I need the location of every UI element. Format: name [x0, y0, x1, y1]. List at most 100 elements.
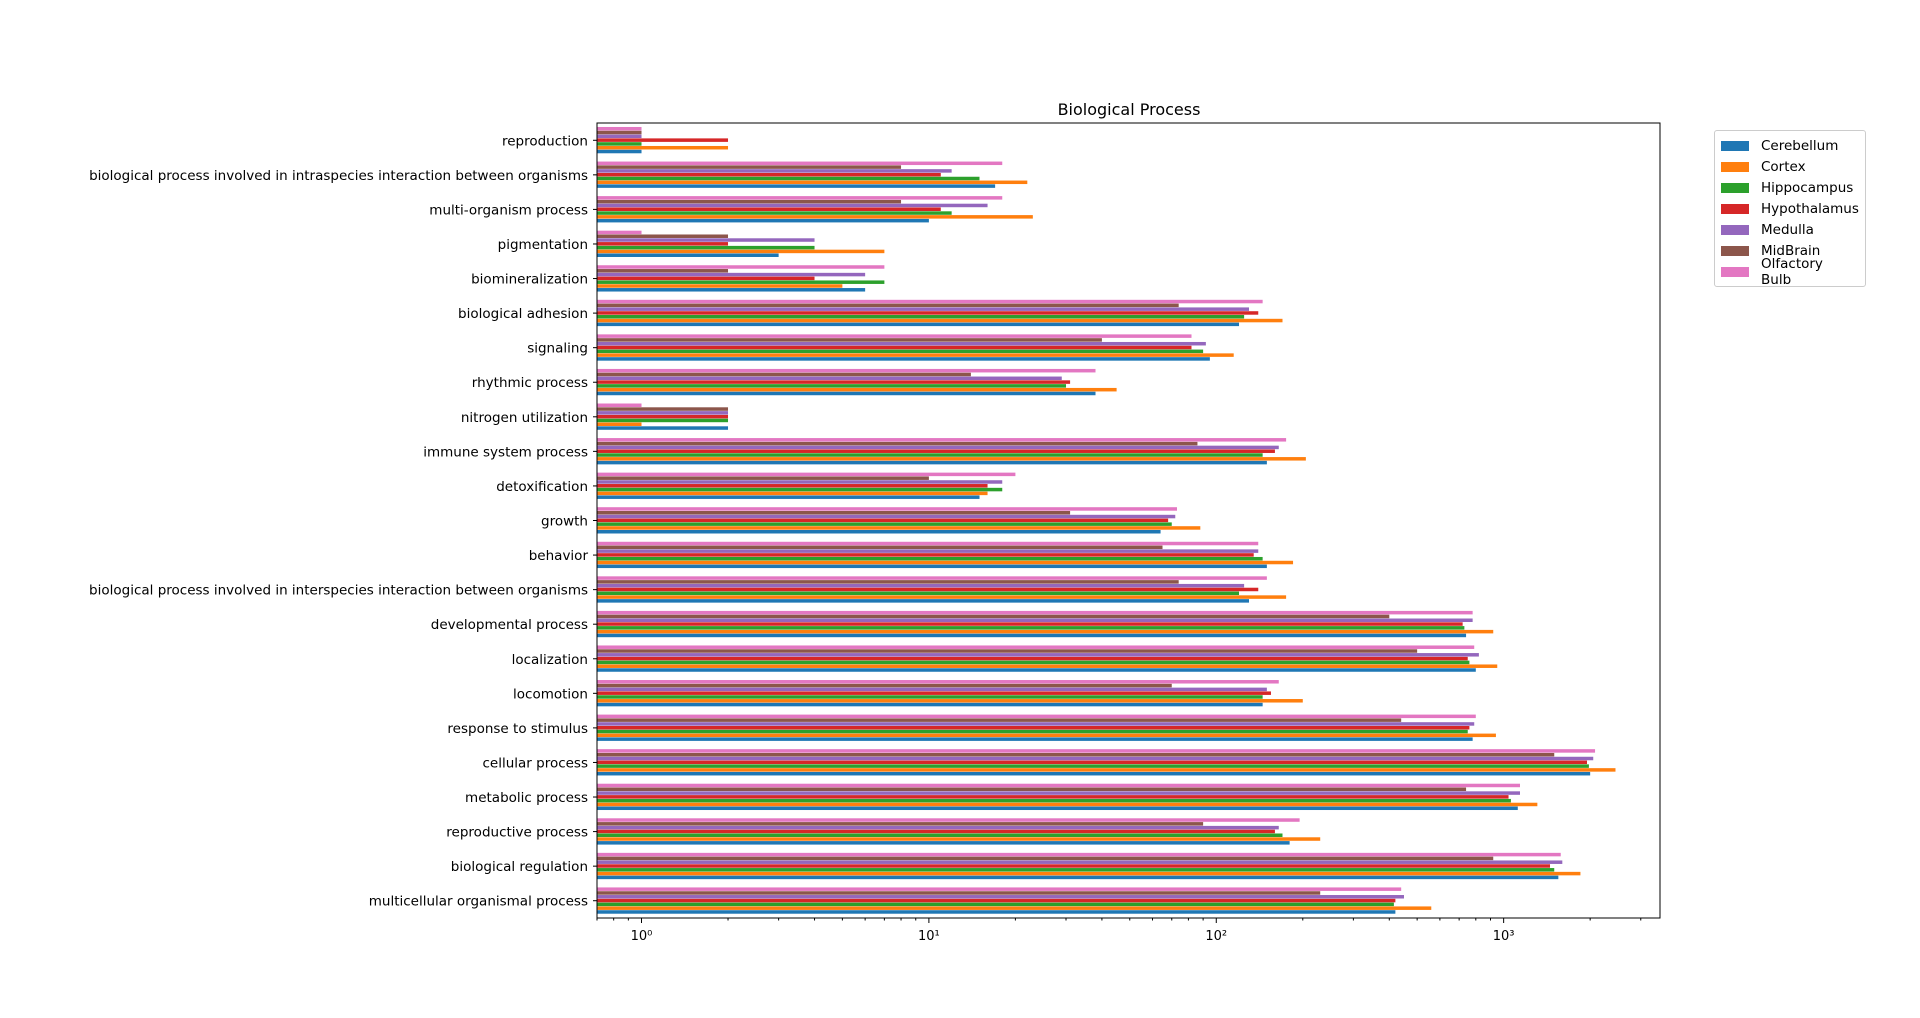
bar — [597, 702, 1263, 707]
y-tick-label: localization — [512, 652, 588, 668]
y-tick-label: nitrogen utilization — [461, 410, 588, 426]
y-tick-label: detoxification — [496, 479, 588, 495]
y-tick-label: immune system process — [423, 444, 588, 460]
bar — [597, 145, 729, 150]
y-tick-label: biological process involved in interspec… — [89, 583, 588, 599]
bar — [597, 418, 729, 423]
bar — [597, 184, 996, 188]
x-axis: 10⁰ 10¹ 10² 10³ — [596, 918, 1642, 944]
bar — [597, 307, 1250, 311]
bar — [597, 553, 1254, 557]
bar — [597, 599, 1250, 603]
bar — [597, 564, 1267, 569]
bar — [597, 526, 1201, 530]
bar — [597, 864, 1551, 868]
bar — [597, 871, 1581, 876]
bar — [597, 476, 929, 480]
bar — [597, 898, 1396, 903]
bar — [597, 334, 1192, 338]
bar — [597, 699, 1303, 703]
legend-swatch — [1721, 140, 1749, 151]
legend: Cerebellum Cortex Hippocampus Hypothalamus M… — [1714, 130, 1866, 288]
bar — [597, 541, 1259, 546]
legend-swatch — [1721, 266, 1749, 277]
bar — [597, 595, 1287, 599]
bar — [597, 626, 1465, 630]
bar — [597, 511, 1071, 515]
legend-swatch — [1721, 182, 1749, 193]
bar — [597, 438, 1287, 442]
bar — [597, 207, 941, 212]
bar — [597, 629, 1494, 634]
y-tick-label: signaling — [527, 341, 588, 357]
x-tick-label: 10² — [1205, 929, 1227, 944]
bar — [597, 249, 885, 254]
bar — [597, 453, 1263, 457]
bar — [597, 887, 1402, 891]
bar — [597, 457, 1306, 461]
bar — [597, 345, 1192, 350]
bar — [597, 587, 1259, 592]
bar — [597, 875, 1559, 880]
bar — [597, 134, 642, 139]
bar — [597, 668, 1476, 672]
legend-item: Olfactory Bulb — [1721, 256, 1857, 288]
bar — [597, 768, 1616, 772]
bar — [597, 518, 1169, 523]
bar — [597, 414, 729, 419]
bar — [597, 822, 1204, 826]
bar — [597, 906, 1432, 910]
bar — [597, 180, 1028, 185]
bar — [597, 280, 885, 284]
bar — [597, 269, 729, 273]
bar — [597, 664, 1498, 668]
bar — [597, 460, 1267, 465]
legend-label: Olfactory Bulb — [1761, 255, 1823, 288]
bar — [597, 445, 1279, 450]
bar — [597, 749, 1596, 753]
bar — [597, 265, 885, 269]
bar — [597, 580, 1179, 584]
bar — [597, 653, 1479, 657]
bar — [597, 484, 988, 488]
bar — [597, 176, 980, 181]
y-tick-label: locomotion — [513, 686, 588, 702]
bar — [597, 783, 1520, 788]
bar — [597, 902, 1394, 907]
bar — [597, 215, 1033, 219]
y-tick-label: developmental process — [431, 617, 588, 633]
legend-swatch — [1721, 161, 1749, 172]
bar — [597, 856, 1494, 861]
legend-label: MidBrain — [1761, 242, 1821, 259]
bar — [597, 411, 729, 415]
x-tick-label: 10¹ — [918, 929, 940, 944]
bar — [597, 376, 1062, 381]
legend-swatch — [1721, 245, 1749, 256]
bar — [597, 218, 929, 223]
bar — [597, 491, 988, 496]
bar — [597, 407, 729, 411]
legend-label: Hypothalamus — [1761, 200, 1859, 217]
bar — [597, 591, 1240, 596]
bar — [597, 837, 1321, 841]
bar — [597, 895, 1404, 899]
bar — [597, 622, 1463, 626]
bar — [597, 680, 1279, 684]
bar — [597, 353, 1234, 357]
bar — [597, 495, 980, 499]
bar — [597, 691, 1271, 695]
bar — [597, 802, 1538, 807]
bar — [597, 507, 1177, 511]
bar — [597, 695, 1263, 699]
bar — [597, 341, 1206, 346]
bar — [597, 338, 1102, 342]
y-tick-label: rhythmic process — [472, 375, 588, 391]
bar — [597, 737, 1473, 741]
bar — [597, 610, 1473, 615]
bar — [597, 841, 1290, 845]
bar — [597, 614, 1390, 619]
bar — [597, 391, 1096, 396]
bar — [597, 169, 952, 173]
legend-item: Hippocampus — [1721, 177, 1857, 198]
